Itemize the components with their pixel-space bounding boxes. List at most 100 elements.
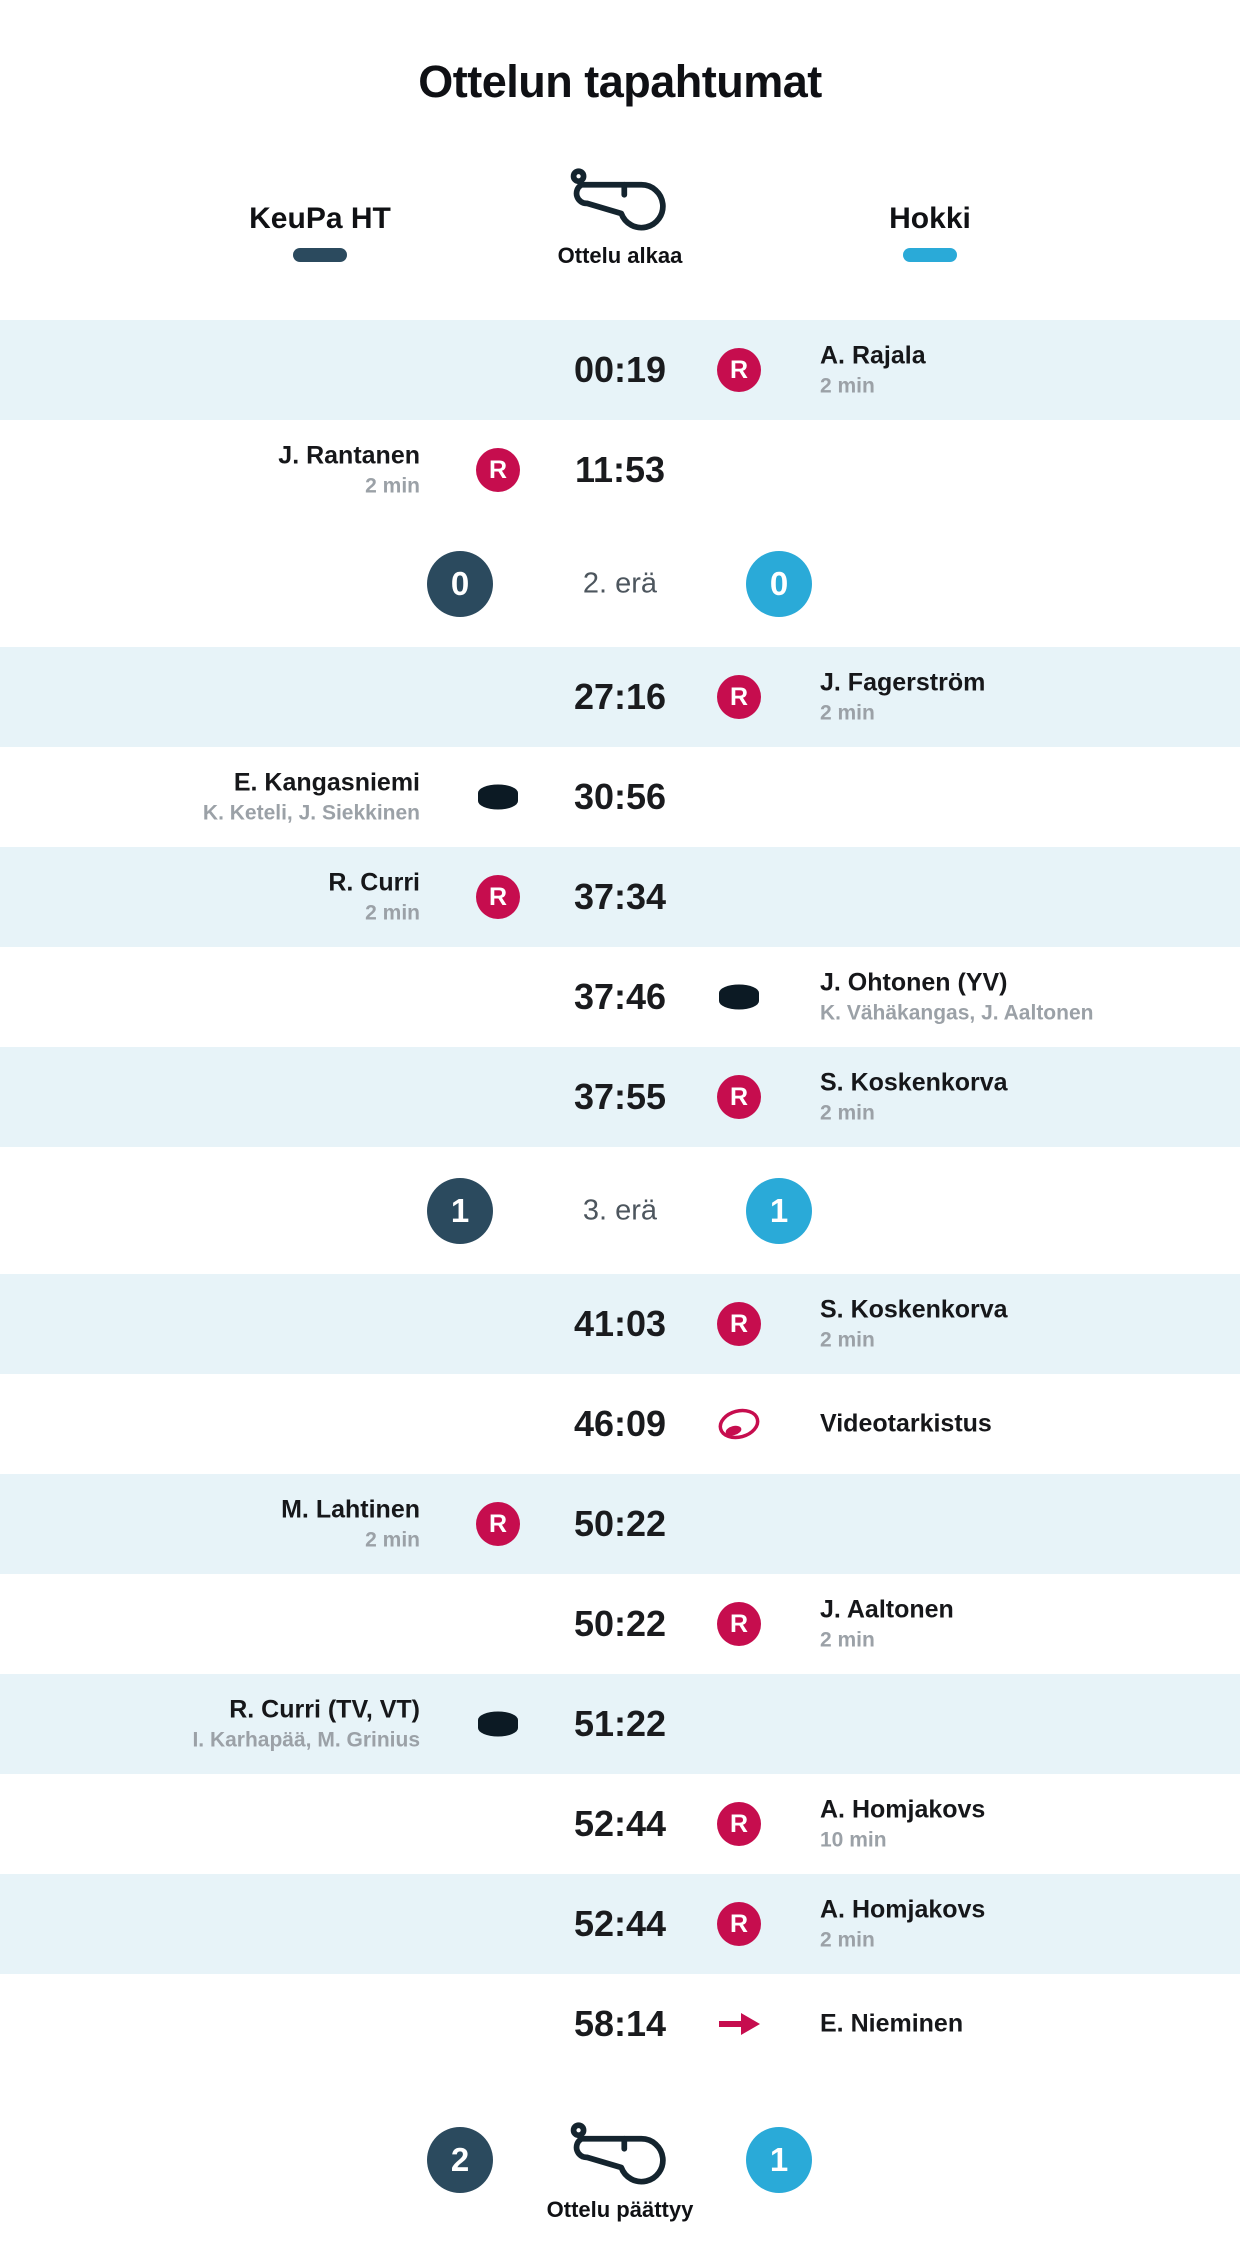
penalty-letter: R	[717, 1602, 761, 1646]
event-time: 50:22	[573, 1603, 667, 1644]
penalty-letter: R	[717, 1902, 761, 1946]
home-period-score: 0	[427, 550, 493, 617]
match-start-label: Ottelu alkaa	[557, 243, 683, 268]
event-row: 46:09 Videotarkistus	[0, 1374, 1240, 1474]
player-block: A. Homjakovs 2 min	[820, 1896, 1230, 1953]
penalty-letter: R	[717, 348, 761, 392]
player-name: A. Rajala	[820, 341, 926, 370]
penalty-badge: R	[695, 1302, 783, 1346]
event-time: 52:44	[573, 1803, 667, 1844]
event-detail: 2 min	[820, 1101, 875, 1125]
player-name: J. Ohtonen (YV)	[820, 968, 1008, 997]
penalty-letter: R	[476, 1502, 520, 1546]
away-period-score: 1	[746, 1177, 812, 1244]
penalty-badge: R	[695, 1602, 783, 1646]
player-block: M. Lahtinen 2 min	[20, 1496, 420, 1553]
away-team-color-bar	[903, 248, 957, 262]
event-row: 37:34 R R. Curri 2 min	[0, 847, 1240, 947]
period-label: 2. erä	[582, 567, 658, 599]
home-period-score: 1	[427, 1177, 493, 1244]
events-list: 00:19 R A. Rajala 2 min 11:53 R J. Rantanen 2 m…	[0, 320, 1240, 2074]
event-row: 52:44 R A. Homjakovs 2 min	[0, 1874, 1240, 1974]
away-team-header: Hokki	[620, 202, 1240, 262]
player-name: R. Curri	[328, 868, 420, 897]
event-row: 00:19 R A. Rajala 2 min	[0, 320, 1240, 420]
event-detail: 2 min	[820, 374, 875, 398]
player-name: E. Kangasniemi	[233, 768, 420, 797]
penalty-badge: R	[695, 675, 783, 719]
event-detail: 2 min	[820, 1328, 875, 1352]
penalty-letter: R	[476, 875, 520, 919]
player-name: A. Homjakovs	[820, 1795, 986, 1824]
event-detail: 2 min	[820, 1628, 875, 1652]
penalty-letter: R	[717, 1802, 761, 1846]
event-detail: 2 min	[365, 901, 420, 925]
event-row: 58:14 E. Nieminen	[0, 1974, 1240, 2074]
player-name: R. Curri (TV, VT)	[229, 1695, 420, 1724]
match-header: KeuPa HT Ottelu alkaa Hokki	[0, 108, 1240, 320]
home-team-name: KeuPa HT	[249, 202, 391, 235]
player-name: A. Homjakovs	[820, 1895, 986, 1924]
player-block: A. Homjakovs 10 min	[820, 1796, 1230, 1853]
event-row: 50:22 R M. Lahtinen 2 min	[0, 1474, 1240, 1574]
whistle-icon	[570, 2122, 666, 2185]
event-time: 37:46	[573, 976, 667, 1017]
home-team-color-bar	[293, 248, 347, 262]
player-name: M. Lahtinen	[281, 1495, 420, 1524]
event-row: 37:46 J. Ohtonen (YV) K. Vähäkangas, J. Aa…	[0, 947, 1240, 1047]
player-name: J. Fagerström	[820, 668, 986, 697]
away-final-score: 1	[746, 2127, 812, 2193]
event-time: 51:22	[573, 1703, 667, 1744]
player-name: S. Koskenkorva	[820, 1068, 1008, 1097]
player-block: E. Nieminen	[820, 2010, 1230, 2039]
player-name: J. Rantanen	[278, 441, 420, 470]
penalty-badge: R	[695, 1802, 783, 1846]
player-block: J. Aaltonen 2 min	[820, 1596, 1230, 1653]
event-detail: 2 min	[365, 1528, 420, 1552]
event-time: 37:34	[573, 876, 667, 917]
event-row: 50:22 R J. Aaltonen 2 min	[0, 1574, 1240, 1674]
page-title: Ottelun tapahtumat	[418, 56, 822, 107]
player-name: J. Aaltonen	[820, 1595, 954, 1624]
event-row: 37:55 R S. Koskenkorva 2 min	[0, 1047, 1240, 1147]
event-time: 50:22	[573, 1503, 667, 1544]
player-block: S. Koskenkorva 2 min	[820, 1296, 1230, 1353]
match-end-marker: Ottelu päättyy	[0, 2120, 1240, 2223]
penalty-letter: R	[717, 675, 761, 719]
player-block: J. Ohtonen (YV) K. Vähäkangas, J. Aaltone…	[820, 969, 1230, 1026]
player-block: J. Rantanen 2 min	[20, 442, 420, 499]
event-detail: 2 min	[820, 701, 875, 725]
player-block: Videotarkistus	[820, 1410, 1230, 1439]
match-start-marker: Ottelu alkaa	[0, 166, 1240, 269]
penalty-badge: R	[454, 875, 542, 919]
player-block: A. Rajala 2 min	[820, 342, 1230, 399]
event-time: 52:44	[573, 1903, 667, 1944]
event-time: 37:55	[573, 1076, 667, 1117]
whistle-icon	[570, 168, 666, 231]
player-block: S. Koskenkorva 2 min	[820, 1069, 1230, 1126]
event-detail: 2 min	[365, 474, 420, 498]
event-row: 51:22 R. Curri (TV, VT) I. Karhapää, M. Gr…	[0, 1674, 1240, 1774]
goal-puck-icon	[454, 1709, 542, 1739]
event-row: 11:53 R J. Rantanen 2 min	[0, 420, 1240, 520]
penalty-letter: R	[476, 448, 520, 492]
event-time: 27:16	[573, 676, 667, 717]
event-row: 52:44 R A. Homjakovs 10 min	[0, 1774, 1240, 1874]
video-review-icon	[695, 1402, 783, 1446]
player-block: J. Fagerström 2 min	[820, 669, 1230, 726]
event-time: 00:19	[573, 349, 667, 390]
penalty-letter: R	[717, 1075, 761, 1119]
goal-puck-icon	[454, 782, 542, 812]
period-label: 3. erä	[582, 1194, 658, 1226]
player-block: E. Kangasniemi K. Keteli, J. Siekkinen	[20, 769, 420, 826]
player-name: S. Koskenkorva	[820, 1295, 1008, 1324]
match-end-label: Ottelu päättyy	[546, 2197, 694, 2222]
event-row: 27:16 R J. Fagerström 2 min	[0, 647, 1240, 747]
away-period-score: 0	[746, 550, 812, 617]
away-team-name: Hokki	[889, 202, 971, 235]
penalty-badge: R	[695, 1075, 783, 1119]
player-name: E. Nieminen	[820, 2009, 964, 2038]
event-time: 41:03	[573, 1303, 667, 1344]
penalty-badge: R	[454, 1502, 542, 1546]
match-footer: 2 Ottelu päättyy 1	[0, 2074, 1240, 2258]
